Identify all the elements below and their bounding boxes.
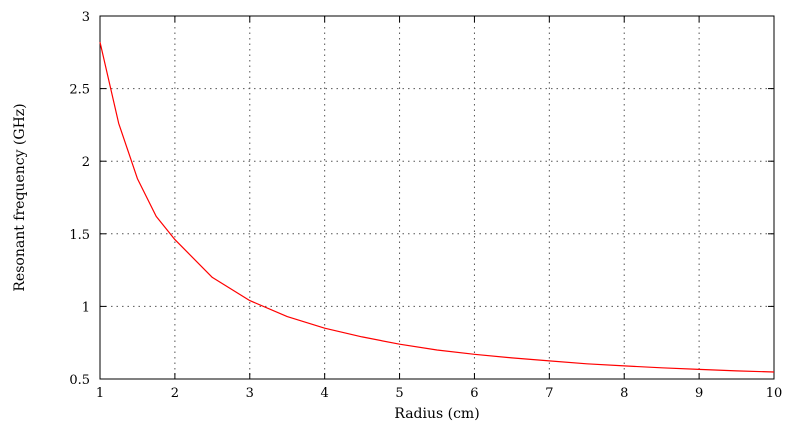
x-tick-label: 8 [620,386,628,401]
y-tick-label: 0.5 [69,373,90,388]
axis-ticks [99,15,775,380]
series-group [99,41,775,373]
x-tick-label: 4 [321,386,329,401]
x-tick-label: 1 [96,386,104,401]
y-tick-label: 1.5 [69,228,90,243]
grid-lines [100,16,774,379]
y-tick-labels: 0.5 1 1.5 2 2.5 3 [69,10,90,388]
x-tick-label: 5 [395,386,403,401]
x-tick-label: 7 [545,386,553,401]
y-tick-label: 2.5 [69,83,90,98]
x-tick-label: 2 [171,386,179,401]
y-tick-label: 2 [82,155,90,170]
x-tick-label: 10 [766,386,783,401]
plot-frame [99,15,775,380]
x-axis-label: Radius (cm) [394,406,479,422]
y-axis-label: Resonant frequency (GHz) [12,103,28,291]
y-tick-label: 1 [82,300,90,315]
x-tick-label: 9 [695,386,703,401]
series-line [99,41,775,373]
x-tick-labels: 1 2 3 4 5 6 7 8 9 10 [96,386,782,401]
x-tick-label: 3 [246,386,254,401]
y-tick-label: 3 [82,10,90,25]
x-tick-label: 6 [470,386,478,401]
